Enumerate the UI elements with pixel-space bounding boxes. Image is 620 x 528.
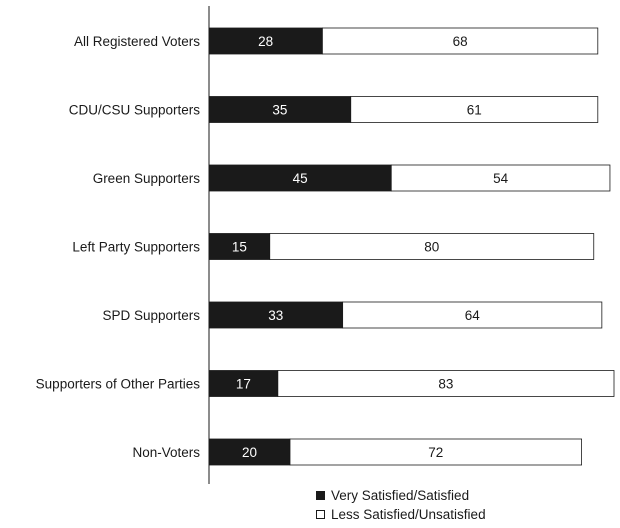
bar-unsatisfied xyxy=(289,438,583,466)
legend-label-satisfied: Very Satisfied/Satisfied xyxy=(331,488,470,503)
data-label-satisfied: 33 xyxy=(268,308,283,323)
data-label-unsatisfied: 80 xyxy=(424,240,439,255)
data-label-satisfied: 35 xyxy=(272,103,287,118)
legend-item-satisfied: Very Satisfied/Satisfied xyxy=(316,486,486,505)
category-label: CDU/CSU Supporters xyxy=(69,103,201,118)
category-label: Non-Voters xyxy=(132,445,200,460)
bar-satisfied xyxy=(208,438,291,466)
category-label: Green Supporters xyxy=(93,171,201,186)
bar-unsatisfied xyxy=(342,301,603,329)
legend: Very Satisfied/Satisfied Less Satisfied/… xyxy=(316,486,486,524)
bar-unsatisfied xyxy=(321,27,599,55)
data-label-unsatisfied: 83 xyxy=(438,377,453,392)
data-label-unsatisfied: 72 xyxy=(428,445,443,460)
category-label: Left Party Supporters xyxy=(72,240,200,255)
legend-swatch-satisfied xyxy=(316,491,325,500)
data-label-satisfied: 15 xyxy=(232,240,247,255)
bar-unsatisfied xyxy=(390,164,611,192)
bar-unsatisfied xyxy=(350,96,599,123)
category-label: All Registered Voters xyxy=(74,34,200,49)
category-label: SPD Supporters xyxy=(102,308,200,323)
legend-item-unsatisfied: Less Satisfied/Unsatisfied xyxy=(316,505,486,524)
data-label-unsatisfied: 54 xyxy=(493,171,509,186)
data-label-satisfied: 20 xyxy=(242,445,257,460)
bar-satisfied xyxy=(208,370,279,397)
bar-unsatisfied xyxy=(269,233,595,260)
legend-swatch-unsatisfied xyxy=(316,510,325,519)
legend-label-unsatisfied: Less Satisfied/Unsatisfied xyxy=(331,507,486,522)
data-label-unsatisfied: 68 xyxy=(453,34,468,49)
data-label-unsatisfied: 64 xyxy=(465,308,481,323)
bar-satisfied xyxy=(208,301,344,329)
data-label-satisfied: 17 xyxy=(236,377,251,392)
data-label-satisfied: 45 xyxy=(293,171,308,186)
data-label-unsatisfied: 61 xyxy=(467,103,482,118)
data-label-satisfied: 28 xyxy=(258,34,273,49)
bar-satisfied xyxy=(208,96,352,123)
category-label: Supporters of Other Parties xyxy=(36,377,201,392)
bar-unsatisfied xyxy=(277,370,615,397)
